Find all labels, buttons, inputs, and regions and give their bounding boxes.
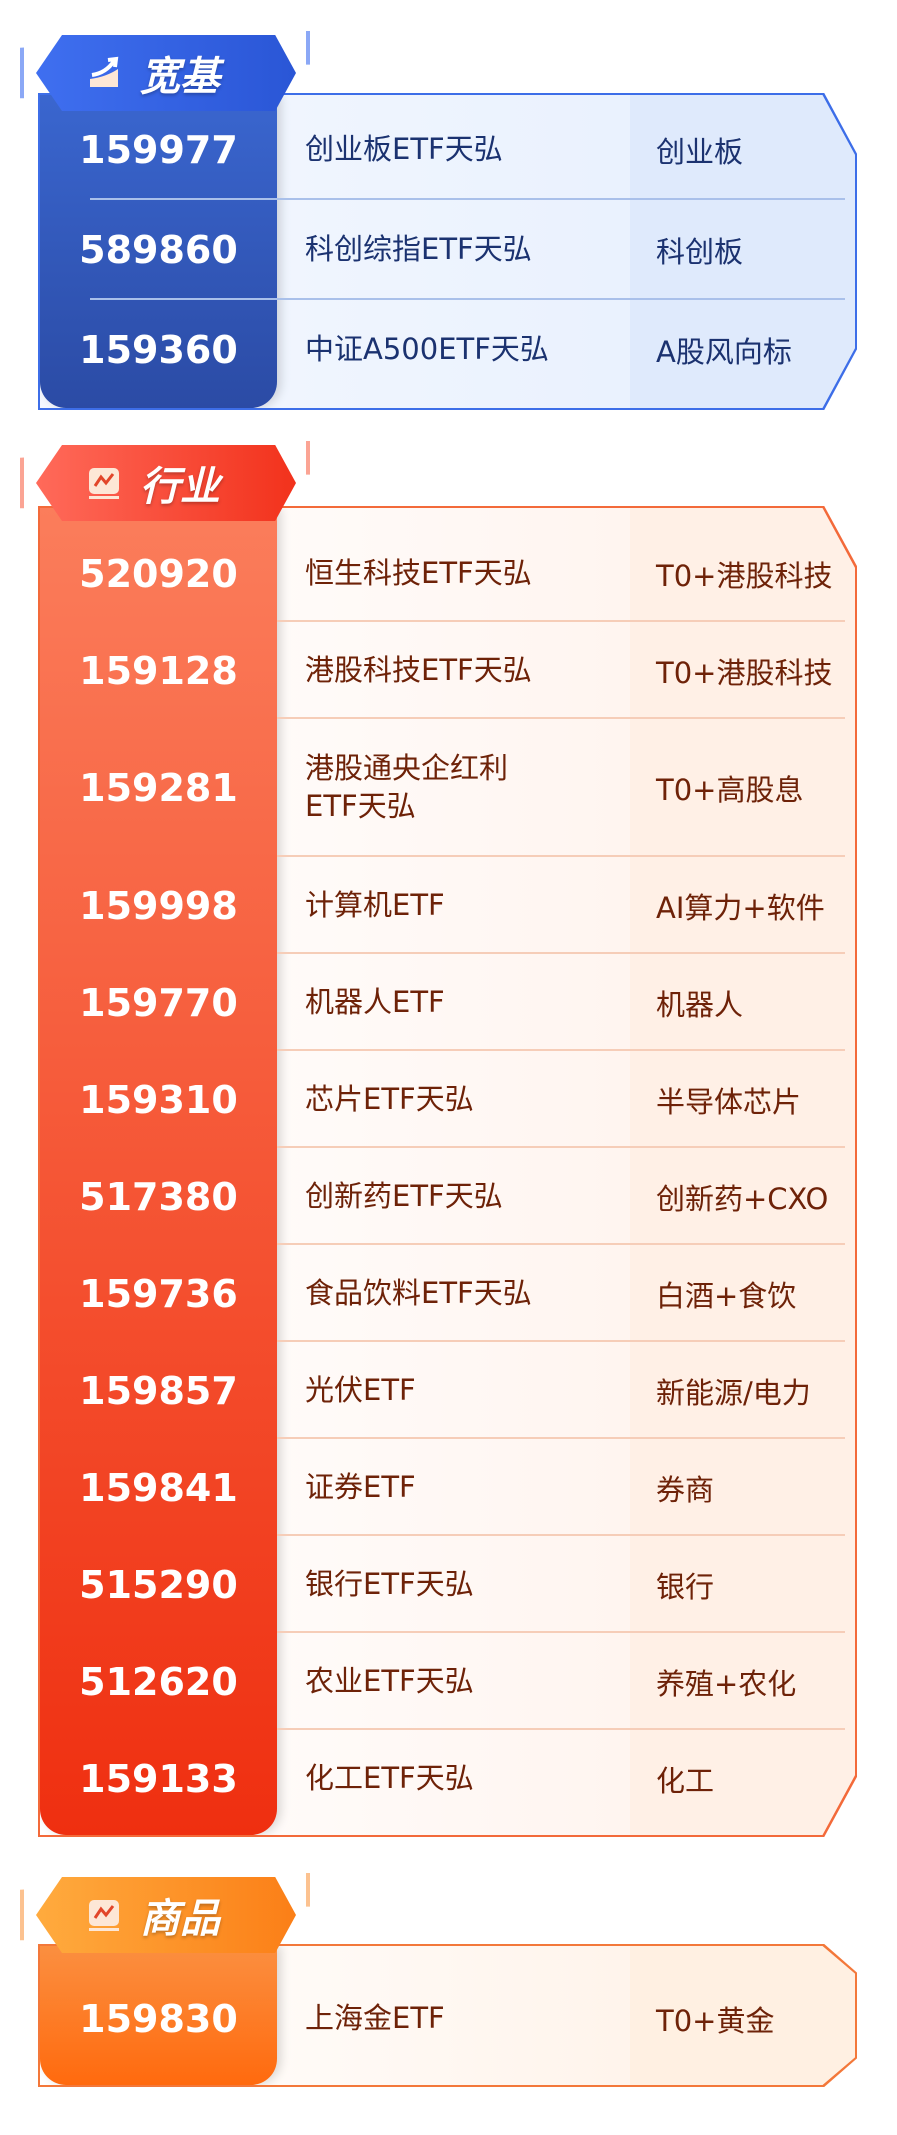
fund-name: 证券ETF [305, 1469, 416, 1504]
fund-code: 589860 [79, 228, 238, 272]
fund-tag: 机器人 [656, 987, 744, 1022]
fund-tag: 科创板 [656, 235, 744, 269]
fund-tag: A股风向标 [656, 335, 792, 369]
row-divider [277, 1437, 845, 1439]
section-tab-broad: 宽基 [36, 35, 296, 111]
row-divider [277, 1049, 845, 1051]
tab-decoration [20, 31, 310, 99]
fund-name: 中证A500ETF天弘 [305, 332, 549, 367]
card-commodity: 159830 上海金ETF T0+黄金 [40, 1946, 855, 2085]
table-row[interactable]: 589860 科创综指ETF天弘 科创板 [40, 200, 855, 300]
fund-code: 159281 [79, 766, 238, 810]
fund-code: 512620 [79, 1659, 238, 1704]
row-divider [90, 198, 845, 200]
fund-tag: T0+港股科技 [656, 558, 833, 593]
fund-code: 520920 [79, 551, 238, 596]
fund-code: 159133 [79, 1756, 238, 1801]
table-row[interactable]: 159128 港股科技ETF天弘 T0+港股科技 [40, 622, 855, 719]
fund-name: 化工ETF天弘 [305, 1760, 474, 1795]
row-divider [90, 298, 845, 300]
fund-code: 517380 [79, 1174, 238, 1219]
fund-name: 创业板ETF天弘 [305, 132, 503, 167]
fund-tag: 半导体芯片 [656, 1084, 802, 1119]
fund-name: 食品饮料ETF天弘 [305, 1275, 532, 1310]
fund-name: 光伏ETF [305, 1372, 416, 1407]
fund-code: 159857 [79, 1368, 238, 1413]
row-divider [277, 620, 845, 622]
fund-name: 机器人ETF [305, 984, 445, 1019]
fund-tag: AI算力+软件 [656, 890, 825, 925]
fund-code: 159841 [79, 1465, 238, 1510]
fund-name: 芯片ETF天弘 [305, 1081, 474, 1116]
section-tab-industry: 行业 [36, 445, 296, 521]
table-row[interactable]: 159281 港股通央企红利 ETF天弘 T0+高股息 [40, 719, 855, 857]
table-row[interactable]: 512620 农业ETF天弘 养殖+农化 [40, 1633, 855, 1730]
table-row[interactable]: 159857 光伏ETF 新能源/电力 [40, 1342, 855, 1439]
fund-tag: 券商 [656, 1472, 715, 1507]
fund-code: 159770 [79, 980, 238, 1025]
fund-name: 港股通央企红利 ETF天弘 [305, 751, 509, 823]
fund-tag: 新能源/电力 [656, 1375, 811, 1410]
section-title: 宽基 [140, 54, 220, 100]
table-row[interactable]: 159977 创业板ETF天弘 创业板 [40, 100, 855, 200]
table-row[interactable]: 159841 证券ETF 券商 [40, 1439, 855, 1536]
line-chart-icon [86, 1897, 122, 1933]
code-column [40, 95, 277, 408]
fund-name: 银行ETF天弘 [305, 1566, 474, 1601]
row-divider [277, 1340, 845, 1342]
row-divider [277, 1631, 845, 1633]
fund-tag: 创业板 [656, 135, 744, 169]
fund-tag: 养殖+农化 [656, 1666, 797, 1701]
fund-name: 港股科技ETF天弘 [305, 652, 532, 687]
row-divider [277, 1243, 845, 1245]
fund-code: 515290 [79, 1562, 238, 1607]
card-broad: 159977 创业板ETF天弘 创业板 589860 科创综指ETF天弘 科创板… [40, 95, 855, 408]
fund-tag: 化工 [656, 1763, 715, 1798]
fund-tag: T0+高股息 [656, 773, 804, 807]
trend-up-icon [86, 55, 122, 91]
line-chart-icon [86, 465, 122, 501]
fund-name: 农业ETF天弘 [305, 1663, 474, 1698]
section-tab-commodity: 商品 [36, 1877, 296, 1953]
fund-code: 159830 [79, 1996, 238, 2041]
row-divider [277, 717, 845, 719]
fund-code: 159736 [79, 1271, 238, 1316]
fund-tag: T0+黄金 [656, 2003, 775, 2038]
table-row[interactable]: 159736 食品饮料ETF天弘 白酒+食饮 [40, 1245, 855, 1342]
fund-code: 159128 [79, 648, 238, 693]
code-column [40, 1946, 277, 2085]
fund-tag: 白酒+食饮 [656, 1278, 797, 1313]
table-row[interactable]: 159830 上海金ETF T0+黄金 [40, 1960, 855, 2077]
row-divider [277, 1146, 845, 1148]
table-row[interactable]: 159770 机器人ETF 机器人 [40, 954, 855, 1051]
fund-code: 159310 [79, 1077, 238, 1122]
fund-code: 159360 [79, 328, 238, 372]
table-row[interactable]: 520920 恒生科技ETF天弘 T0+港股科技 [40, 525, 855, 622]
table-row[interactable]: 159998 计算机ETF AI算力+软件 [40, 857, 855, 954]
fund-name: 计算机ETF [305, 887, 445, 922]
fund-name: 科创综指ETF天弘 [305, 232, 532, 267]
fund-code: 159998 [79, 883, 238, 928]
fund-tag: 银行 [656, 1569, 715, 1604]
table-row[interactable]: 159360 中证A500ETF天弘 A股风向标 [40, 300, 855, 400]
table-row[interactable]: 159310 芯片ETF天弘 半导体芯片 [40, 1051, 855, 1148]
table-row[interactable]: 515290 银行ETF天弘 银行 [40, 1536, 855, 1633]
fund-name: 创新药ETF天弘 [305, 1178, 503, 1213]
section-title: 行业 [140, 464, 220, 510]
table-row[interactable]: 159133 化工ETF天弘 化工 [40, 1730, 855, 1827]
fund-tag: T0+港股科技 [656, 655, 833, 690]
tab-decoration [20, 1873, 310, 1941]
row-divider [277, 1728, 845, 1730]
row-divider [277, 952, 845, 954]
code-column [40, 508, 277, 1835]
table-row[interactable]: 517380 创新药ETF天弘 创新药+CXO [40, 1148, 855, 1245]
card-industry: 520920 恒生科技ETF天弘 T0+港股科技 159128 港股科技ETF天… [40, 508, 855, 1835]
fund-name: 上海金ETF [305, 2000, 445, 2035]
fund-code: 159977 [79, 128, 238, 172]
row-divider [277, 1534, 845, 1536]
fund-tag: 创新药+CXO [656, 1181, 829, 1216]
fund-name: 恒生科技ETF天弘 [305, 555, 532, 590]
section-title: 商品 [140, 1896, 220, 1942]
row-divider [277, 855, 845, 857]
